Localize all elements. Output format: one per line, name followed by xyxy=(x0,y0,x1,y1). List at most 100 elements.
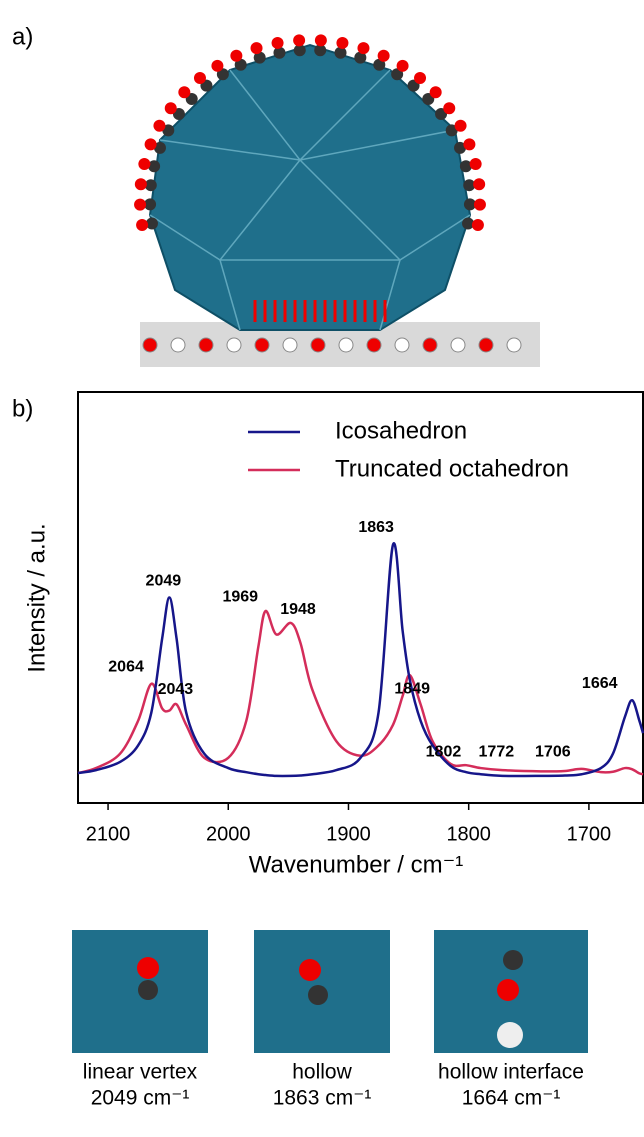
atom-c xyxy=(138,980,158,1000)
atom-c xyxy=(253,51,266,64)
atom-c xyxy=(354,51,367,64)
x-tick-label: 1800 xyxy=(446,823,491,845)
surface-atom xyxy=(254,337,270,353)
atom-o xyxy=(463,138,476,151)
surface-atom xyxy=(338,337,354,353)
surface-atom xyxy=(478,337,494,353)
atom-o xyxy=(134,178,147,191)
atom-surface xyxy=(497,1022,523,1048)
atom-c xyxy=(308,985,328,1005)
spectrum-line xyxy=(77,542,644,778)
legend-label: Truncated octahedron xyxy=(335,455,569,482)
peak-label: 2049 xyxy=(146,572,182,589)
x-axis-label: Wavenumber / cm⁻¹ xyxy=(249,851,464,878)
atom-c xyxy=(454,141,467,154)
surface-atom xyxy=(282,337,298,353)
inset-wavenumber: 2049 cm⁻¹ xyxy=(91,1087,190,1110)
atom-c xyxy=(314,44,327,57)
atom-o xyxy=(153,119,166,132)
atom-c xyxy=(373,58,386,71)
inset-wavenumber: 1664 cm⁻¹ xyxy=(462,1087,561,1110)
plot-frame xyxy=(77,391,644,804)
peak-label: 1802 xyxy=(426,743,462,760)
spectrum-line xyxy=(77,609,644,776)
atom-c xyxy=(293,44,306,57)
atom-o xyxy=(137,957,159,979)
atom-o xyxy=(271,36,284,49)
peak-label: 1948 xyxy=(280,601,316,618)
peak-label: 1664 xyxy=(582,675,618,692)
atom-o xyxy=(250,42,263,55)
cluster-render xyxy=(134,34,540,367)
atom-c xyxy=(145,217,158,230)
atom-c xyxy=(463,198,476,211)
atom-c xyxy=(273,46,286,59)
atom-o xyxy=(211,59,224,72)
surface-atom xyxy=(366,337,382,353)
legend-label: Icosahedron xyxy=(335,417,467,444)
atom-o xyxy=(473,178,486,191)
x-tick-label: 2100 xyxy=(86,823,131,845)
atom-o xyxy=(299,959,321,981)
peak-label: 2043 xyxy=(158,681,194,698)
peak-label: 1849 xyxy=(394,680,430,697)
atom-o xyxy=(429,86,442,99)
atom-c xyxy=(162,124,175,137)
atom-o xyxy=(414,72,427,85)
atom-c xyxy=(445,124,458,137)
metal-cluster xyxy=(148,43,472,331)
x-tick-label: 1900 xyxy=(326,823,371,845)
atom-o xyxy=(471,219,484,232)
peak-label: 1706 xyxy=(535,743,571,760)
surface-atom xyxy=(450,337,466,353)
inset-wavenumber: 1863 cm⁻¹ xyxy=(273,1087,372,1110)
surface-atom xyxy=(310,337,326,353)
surface-atom xyxy=(198,337,214,353)
atom-o xyxy=(193,72,206,85)
surface-atom xyxy=(422,337,438,353)
atom-o xyxy=(314,34,327,47)
atom-c xyxy=(503,950,523,970)
cluster-edges xyxy=(149,69,471,331)
peak-label: 1863 xyxy=(358,519,394,536)
atom-o xyxy=(357,42,370,55)
atom-c xyxy=(334,46,347,59)
y-axis-label: Intensity / a.u. xyxy=(23,523,50,672)
atom-o xyxy=(469,158,482,171)
atom-o xyxy=(178,86,191,99)
surface-atom xyxy=(226,337,242,353)
peak-label: 2064 xyxy=(108,659,144,676)
panel-label: b) xyxy=(12,395,33,422)
insets xyxy=(72,930,588,1053)
atom-o xyxy=(134,198,147,211)
surface-atom xyxy=(142,337,158,353)
atom-o xyxy=(377,49,390,62)
inset-label: hollow xyxy=(292,1061,352,1084)
atom-o xyxy=(164,102,177,115)
peak-label: 1969 xyxy=(222,589,258,606)
atom-c xyxy=(153,141,166,154)
surface-atom xyxy=(394,337,410,353)
atom-o xyxy=(230,49,243,62)
atom-o xyxy=(497,979,519,1001)
inset-label: linear vertex xyxy=(83,1061,198,1084)
atom-o xyxy=(138,158,151,171)
surface-atom xyxy=(506,337,522,353)
atom-c xyxy=(148,160,161,173)
atom-o xyxy=(136,219,149,232)
atom-c xyxy=(144,198,157,211)
atom-o xyxy=(473,198,486,211)
atom-o xyxy=(454,119,467,132)
atom-o xyxy=(396,59,409,72)
surface-atom xyxy=(170,337,186,353)
atom-c xyxy=(234,58,247,71)
atom-c xyxy=(462,217,475,230)
atom-o xyxy=(293,34,306,47)
atom-c xyxy=(459,160,472,173)
peak-label: 1772 xyxy=(479,743,515,760)
atom-o xyxy=(144,138,157,151)
atom-o xyxy=(336,36,349,49)
atom-o xyxy=(443,102,456,115)
x-tick-label: 2000 xyxy=(206,823,251,845)
